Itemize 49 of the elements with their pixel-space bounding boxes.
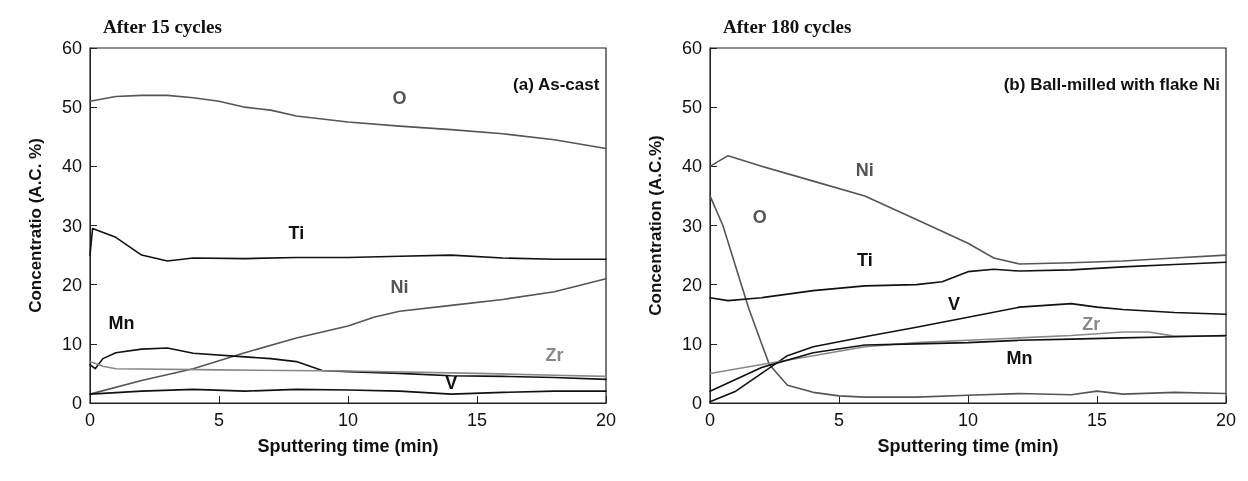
y-tick-label: 60 [681, 38, 702, 58]
line-series [709, 195, 1227, 398]
x-tick-label: 5 [213, 410, 225, 430]
series-label: O [752, 206, 767, 227]
y-tick-label: 60 [61, 38, 82, 58]
y-tick-label: 30 [681, 215, 702, 236]
y-tick-label: 50 [61, 97, 82, 118]
y-tick-label: 50 [681, 97, 702, 118]
x-tick-label: 15 [1086, 410, 1108, 430]
y-tick-label: 40 [61, 156, 82, 177]
line-series [709, 154, 1227, 265]
chart-title: After 180 cycles [723, 16, 852, 37]
x-tick-label: 0 [704, 410, 716, 430]
line-series [89, 227, 607, 262]
series-label: Ti [288, 223, 305, 244]
series-label: Mn [108, 313, 135, 334]
y-axis-title: Concentration (A.C.%) [646, 135, 665, 316]
series-label: V [445, 373, 458, 394]
y-tick-label: 0 [691, 393, 702, 413]
x-axis-title: Sputtering time (min) [877, 436, 1059, 456]
series-label: Mn [1006, 348, 1033, 369]
y-tick-label: 40 [681, 156, 702, 177]
x-tick-label: 10 [957, 410, 979, 430]
series-label: Zr [545, 345, 564, 366]
y-tick-label: 10 [681, 333, 702, 354]
y-axis-title: Concentratio (A.C. %) [26, 138, 45, 313]
x-tick-label: 20 [1215, 410, 1237, 430]
x-tick-label: 20 [595, 410, 617, 430]
chart-title: After 15 cycles [103, 16, 222, 37]
y-tick-label: 30 [61, 215, 82, 236]
y-tick-label: 0 [71, 393, 82, 413]
annotation: (b) Ball-milled with flake Ni [1003, 75, 1221, 94]
y-tick-label: 20 [681, 274, 702, 295]
series-label: Ni [390, 277, 409, 298]
series-label: Ti [856, 249, 873, 270]
y-tick-label: 10 [61, 333, 82, 354]
x-tick-label: 0 [84, 410, 96, 430]
series-label: O [392, 88, 407, 109]
y-tick-label: 20 [61, 274, 82, 295]
x-tick-label: 5 [833, 410, 845, 430]
annotation: (a) As-cast [513, 75, 600, 94]
x-tick-label: 10 [337, 410, 359, 430]
line-series [89, 360, 607, 378]
series-label: Zr [1082, 313, 1101, 334]
line-series [709, 331, 1227, 375]
x-axis-title: Sputtering time (min) [257, 436, 439, 456]
series-label: V [947, 294, 961, 315]
x-tick-label: 15 [466, 410, 488, 430]
series-label: Ni [855, 159, 874, 180]
